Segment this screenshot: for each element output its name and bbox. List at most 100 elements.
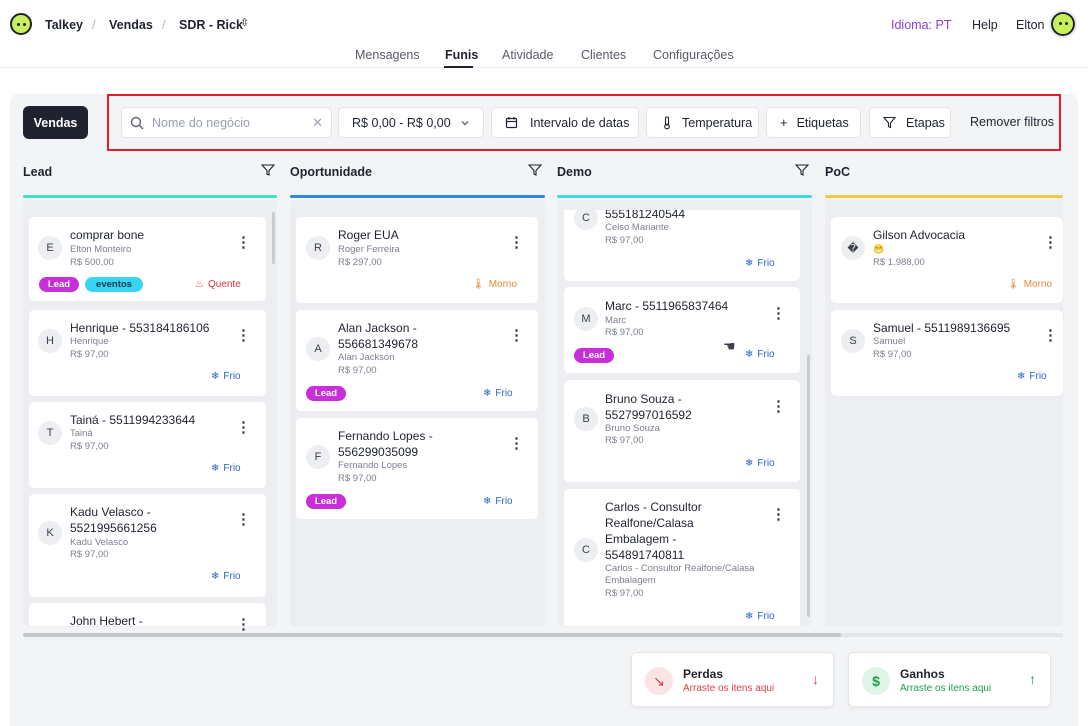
- scrollbar-thumb[interactable]: [23, 633, 841, 637]
- breadcrumb-team-selector[interactable]: SDR - Rick: [179, 18, 243, 32]
- won-drop-zone[interactable]: $ Ganhos Arraste os itens aqui ↑: [848, 652, 1051, 707]
- value-range-filter[interactable]: R$ 0,00 - R$ 0,00: [338, 107, 484, 138]
- deal-name: Marc - 5511965837464: [605, 299, 729, 313]
- more-options-icon[interactable]: ⋮: [509, 435, 524, 452]
- deal-card[interactable]: H Henrique - 553184186106 Henrique R$ 97…: [29, 310, 266, 396]
- deal-value: R$ 97,00: [70, 349, 109, 360]
- tab-configuracoes[interactable]: Configurações: [653, 48, 734, 62]
- more-options-icon[interactable]: ⋮: [771, 305, 786, 322]
- deal-contact: Elton Monteiro: [70, 244, 132, 255]
- more-options-icon[interactable]: ⋮: [236, 327, 251, 344]
- deal-value: R$ 97,00: [338, 365, 377, 376]
- temperature-label: Morno: [488, 279, 518, 290]
- column-color-bar-poc: [825, 195, 1063, 198]
- more-options-icon[interactable]: ⋮: [1043, 327, 1058, 344]
- column-filter-icon[interactable]: [795, 163, 809, 177]
- deal-card[interactable]: C 5551812405​44 Celso Mariante R$ 97,00 …: [564, 210, 800, 281]
- lost-drop-zone[interactable]: ↘ Perdas Arraste os itens aqui ↓: [631, 652, 834, 707]
- deal-card[interactable]: T Tainá - 5511994233644 Tainá R$ 97,00 ⋮…: [29, 402, 266, 488]
- date-range-filter[interactable]: Intervalo de datas: [491, 107, 639, 138]
- more-options-icon[interactable]: ⋮: [236, 616, 251, 633]
- user-name[interactable]: Elton: [1016, 18, 1045, 32]
- more-options-icon[interactable]: ⋮: [509, 234, 524, 251]
- lead-column-scrollbar[interactable]: [272, 212, 275, 264]
- deal-card[interactable]: M Marc - 5511965837464 Marc R$ 97,00 ⋮ ☚…: [564, 287, 800, 373]
- language-selector[interactable]: Idioma: PT: [891, 18, 952, 32]
- search-placeholder: Nome do negócio: [152, 115, 250, 130]
- column-color-bar-lead: [23, 195, 277, 198]
- more-options-icon[interactable]: ⋮: [771, 506, 786, 523]
- help-link[interactable]: Help: [972, 18, 998, 32]
- breadcrumb-workspace[interactable]: Talkey: [45, 18, 83, 32]
- deal-card[interactable]: B Bruno Souza - 5527997016592 Bruno Souz…: [564, 380, 800, 482]
- clear-filters-button[interactable]: Remover filtros: [970, 115, 1055, 129]
- deal-avatar: B: [574, 407, 598, 431]
- deal-value: R$ 297,00: [338, 257, 382, 268]
- deal-search-input[interactable]: Nome do negócio ✕: [121, 107, 332, 138]
- deal-card[interactable]: A Alan Jackson - 556681349678 Alan Jacks…: [296, 310, 538, 411]
- more-options-icon[interactable]: ⋮: [1043, 234, 1058, 251]
- deal-card[interactable]: � Gilson Advocacia 😁 R$ 1.988,00 ⋮ 🌡︎ Mor…: [831, 217, 1063, 303]
- deal-name: Henrique - 553184186106: [70, 321, 210, 335]
- deal-contact: Kadu Velasco: [70, 537, 129, 548]
- deal-value: R$ 97,00: [70, 549, 109, 560]
- column-filter-icon[interactable]: [261, 163, 275, 177]
- deal-card[interactable]: John Hebert - ⋮: [29, 603, 266, 632]
- tab-atividade[interactable]: Atividade: [502, 48, 554, 62]
- temperature-badge: ❄ Frio: [483, 496, 513, 507]
- more-options-icon[interactable]: ⋮: [236, 234, 251, 251]
- thermometer-icon: [664, 115, 670, 129]
- chevron-updown-icon[interactable]: ⇳: [240, 17, 250, 29]
- tab-mensagens[interactable]: Mensagens: [355, 48, 420, 62]
- deal-card[interactable]: S Samuel - 5511989136695 Samuel R$ 97,00…: [831, 310, 1063, 396]
- temperature-label: Frio: [757, 349, 775, 360]
- more-options-icon[interactable]: ⋮: [236, 419, 251, 436]
- deal-card[interactable]: C Carlos - Consultor Realfone/Calasa Emb…: [564, 489, 800, 626]
- deal-card[interactable]: E comprar bone Elton Monteiro R$ 500,00 …: [29, 217, 266, 301]
- tab-funis[interactable]: Funis: [445, 48, 479, 62]
- plus-icon: +: [780, 115, 788, 130]
- arrow-down-icon: ↓: [812, 671, 819, 687]
- temperature-filter[interactable]: Temperatura: [646, 107, 759, 138]
- tags-filter[interactable]: + Etiquetas: [766, 107, 861, 138]
- tag-eventos: eventos: [85, 277, 143, 292]
- breadcrumb-pipeline[interactable]: Vendas: [109, 18, 153, 32]
- deal-name: John Hebert -: [70, 614, 143, 628]
- deal-card[interactable]: R Roger EUA Roger Ferreira R$ 297,00 ⋮ 🌡…: [296, 217, 538, 303]
- tab-clientes[interactable]: Clientes: [581, 48, 627, 62]
- deal-name: Tainá - 5511994233644: [70, 413, 196, 427]
- pipeline-select-button[interactable]: Vendas: [23, 106, 88, 139]
- deal-name: Gilson Advocacia: [873, 228, 966, 242]
- snowflake-icon: ❄: [211, 571, 220, 582]
- more-options-icon[interactable]: ⋮: [771, 398, 786, 415]
- board-horizontal-scrollbar[interactable]: [23, 633, 1063, 637]
- deal-avatar: M: [574, 307, 598, 331]
- demo-column-scrollbar[interactable]: [807, 355, 810, 617]
- fire-icon: ♨: [195, 279, 204, 290]
- column-filter-icon[interactable]: [528, 163, 542, 177]
- deal-value: R$ 97,00: [338, 473, 377, 484]
- deal-name: Kadu Velasco - 5521995661256: [70, 505, 157, 535]
- talkey-logo-icon[interactable]: [10, 13, 32, 35]
- dollar-icon: $: [862, 667, 890, 695]
- deal-value: R$ 500,00: [70, 257, 114, 268]
- snowflake-icon: ❄: [745, 258, 754, 269]
- more-options-icon[interactable]: ⋮: [236, 511, 251, 528]
- lost-hint: Arraste os itens aqui: [683, 683, 775, 694]
- more-options-icon[interactable]: ⋮: [509, 327, 524, 344]
- deal-value: R$ 97,00: [605, 235, 644, 246]
- deal-contact: Samuel: [873, 336, 906, 347]
- clear-search-icon[interactable]: ✕: [312, 114, 323, 130]
- temperature-badge: 🌡︎ Morno: [1007, 279, 1052, 290]
- deal-name: Alan Jackson - 556681349678: [338, 321, 419, 351]
- temperature-badge: ♨ Quente: [195, 279, 241, 290]
- snowflake-icon: ❄: [1017, 371, 1026, 382]
- stages-filter[interactable]: Etapas: [869, 107, 951, 138]
- user-avatar[interactable]: [1049, 10, 1077, 38]
- deal-card[interactable]: F Fernando Lopes - 556299035099 Fernando…: [296, 418, 538, 519]
- deal-card[interactable]: K Kadu Velasco - 5521995661256 Kadu Vela…: [29, 494, 266, 597]
- temperature-badge: ❄ Frio: [745, 258, 775, 269]
- deal-avatar: �: [841, 236, 865, 260]
- deal-name: comprar bone: [70, 228, 145, 242]
- deal-value: R$ 97,00: [70, 441, 109, 452]
